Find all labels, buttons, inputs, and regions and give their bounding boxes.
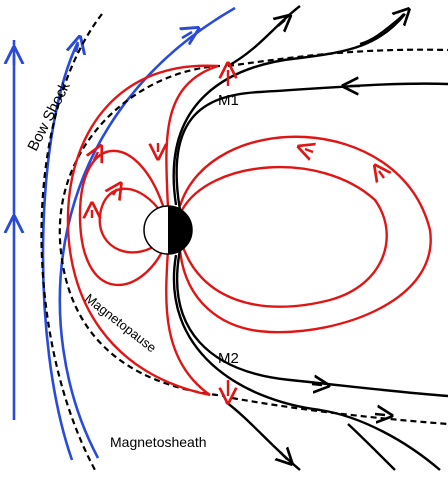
black-line-bottom-reconnected [225,401,301,471]
bow-shock-line [40,13,103,471]
magnetopause-line [58,64,226,398]
planet [143,205,193,255]
black-line-top-mid [175,82,448,211]
open-field-lines [172,5,448,471]
black-line-bottom-mid [175,249,448,398]
black-line-bottom-outer [172,254,441,471]
black-line-tail-lower [347,423,396,471]
magnetopause-tail-bottom [231,396,448,426]
magnetopause-label: Magnetopause [82,291,159,356]
planet-night-side [168,206,192,254]
magnetosheath-label: Magnetosheath [110,434,207,450]
red-loop-nightside-outer [178,135,432,334]
red-loop-dayside-mid [78,149,167,287]
solar-wind-line-draped-1 [41,41,80,461]
red-loop-dayside-outer-top [66,64,219,397]
black-line-top-outer [172,13,406,206]
red-loop-nightside-inner [180,165,388,308]
m1-label: M1 [218,92,239,109]
m2-label: M2 [218,350,239,367]
closed-field-lines [66,64,432,397]
black-line-top-reconnected [227,5,301,68]
